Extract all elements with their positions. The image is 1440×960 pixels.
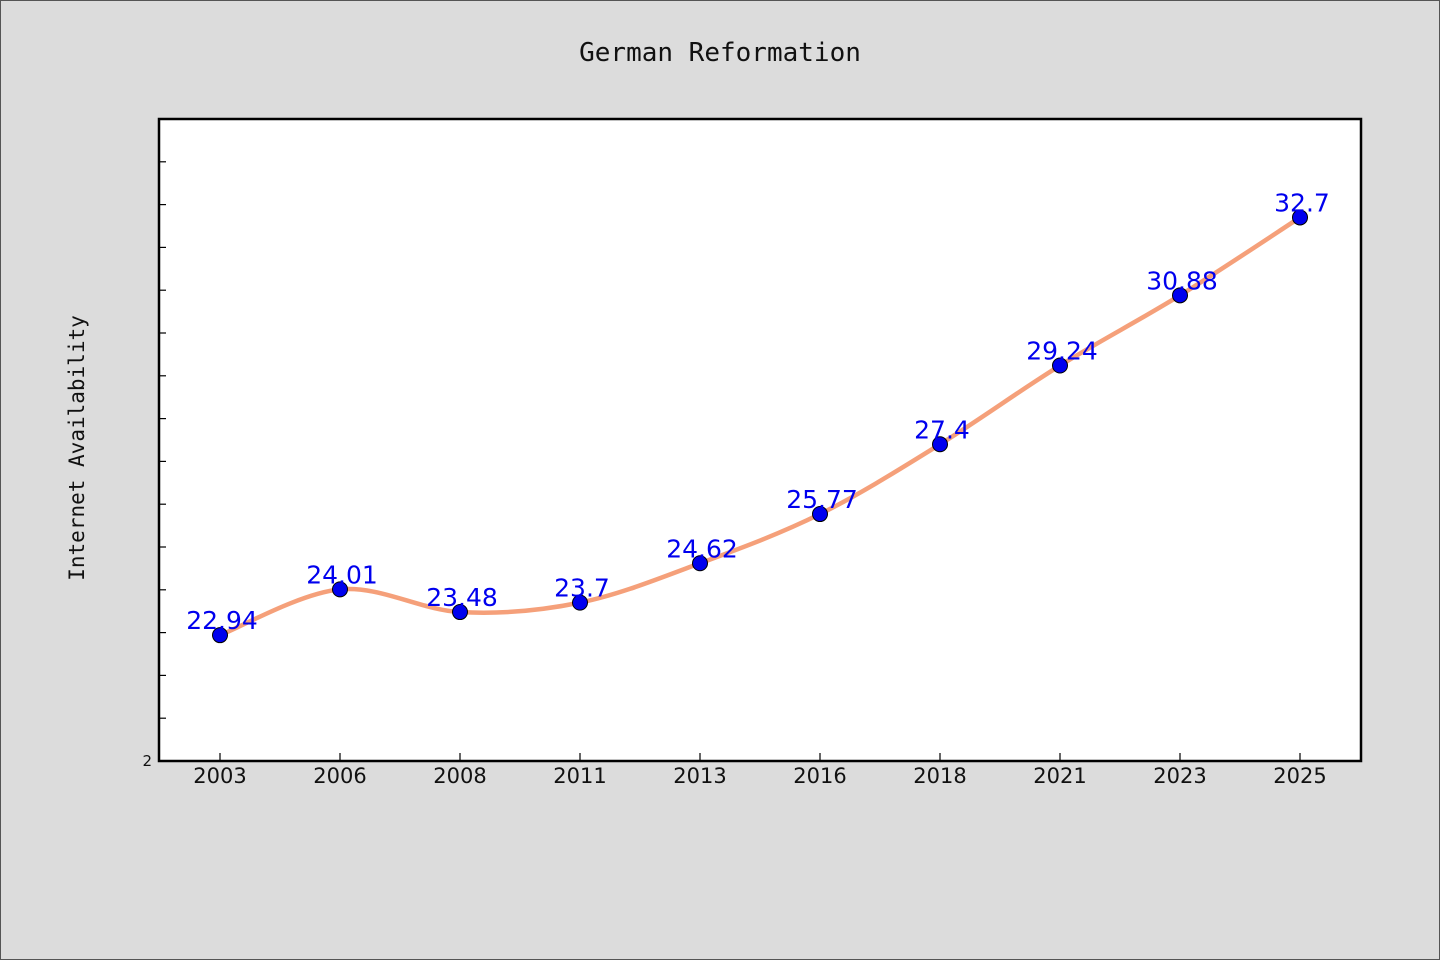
chart-title: German Reformation <box>579 38 861 68</box>
data-label: 23.48 <box>426 583 498 612</box>
y-axis-label: Internet Availability <box>65 315 89 581</box>
data-label: 32.7 <box>1274 188 1330 217</box>
series-line-group <box>217 215 1303 638</box>
data-point <box>692 555 708 572</box>
data-points <box>212 209 1308 644</box>
x-tick-label: 2003 <box>193 764 246 788</box>
data-point <box>812 506 828 523</box>
y-tick-label: 2 <box>142 752 152 770</box>
data-point <box>572 594 588 611</box>
data-label: 22.94 <box>186 606 258 635</box>
data-point <box>212 627 228 644</box>
data-label: 27.4 <box>914 415 970 444</box>
x-tick-label: 2011 <box>553 764 606 788</box>
data-label: 29.24 <box>1026 337 1098 366</box>
data-point <box>332 581 348 598</box>
x-axis: 2003 2006 2008 2011 2013 2016 2018 2021 2023 2025 <box>193 753 1327 788</box>
x-tick-label: 2016 <box>793 764 846 788</box>
data-label: 23.7 <box>554 574 610 603</box>
plot-area <box>157 117 1363 763</box>
x-tick-label: 2008 <box>433 764 486 788</box>
data-label: 24.62 <box>666 534 738 563</box>
x-tick-label: 2013 <box>673 764 726 788</box>
data-point <box>452 604 468 621</box>
x-tick-label: 2018 <box>913 764 966 788</box>
x-tick-label: 2023 <box>1153 764 1206 788</box>
data-point <box>932 436 948 453</box>
x-tick-label: 2021 <box>1033 764 1086 788</box>
data-label: 30.88 <box>1146 266 1218 295</box>
x-tick-label: 2006 <box>313 764 366 788</box>
data-point <box>1052 357 1068 374</box>
data-label: 24.01 <box>306 560 378 589</box>
data-label: 25.77 <box>786 485 858 514</box>
series-line <box>217 215 1303 638</box>
x-tick-label: 2025 <box>1273 764 1326 788</box>
data-point <box>1292 209 1308 226</box>
y-axis-ticks <box>159 161 166 719</box>
data-point <box>1172 287 1188 304</box>
data-labels: 22.94 24.01 23.48 23.7 24.62 25.77 27.4 29.24 30… <box>186 188 1330 635</box>
